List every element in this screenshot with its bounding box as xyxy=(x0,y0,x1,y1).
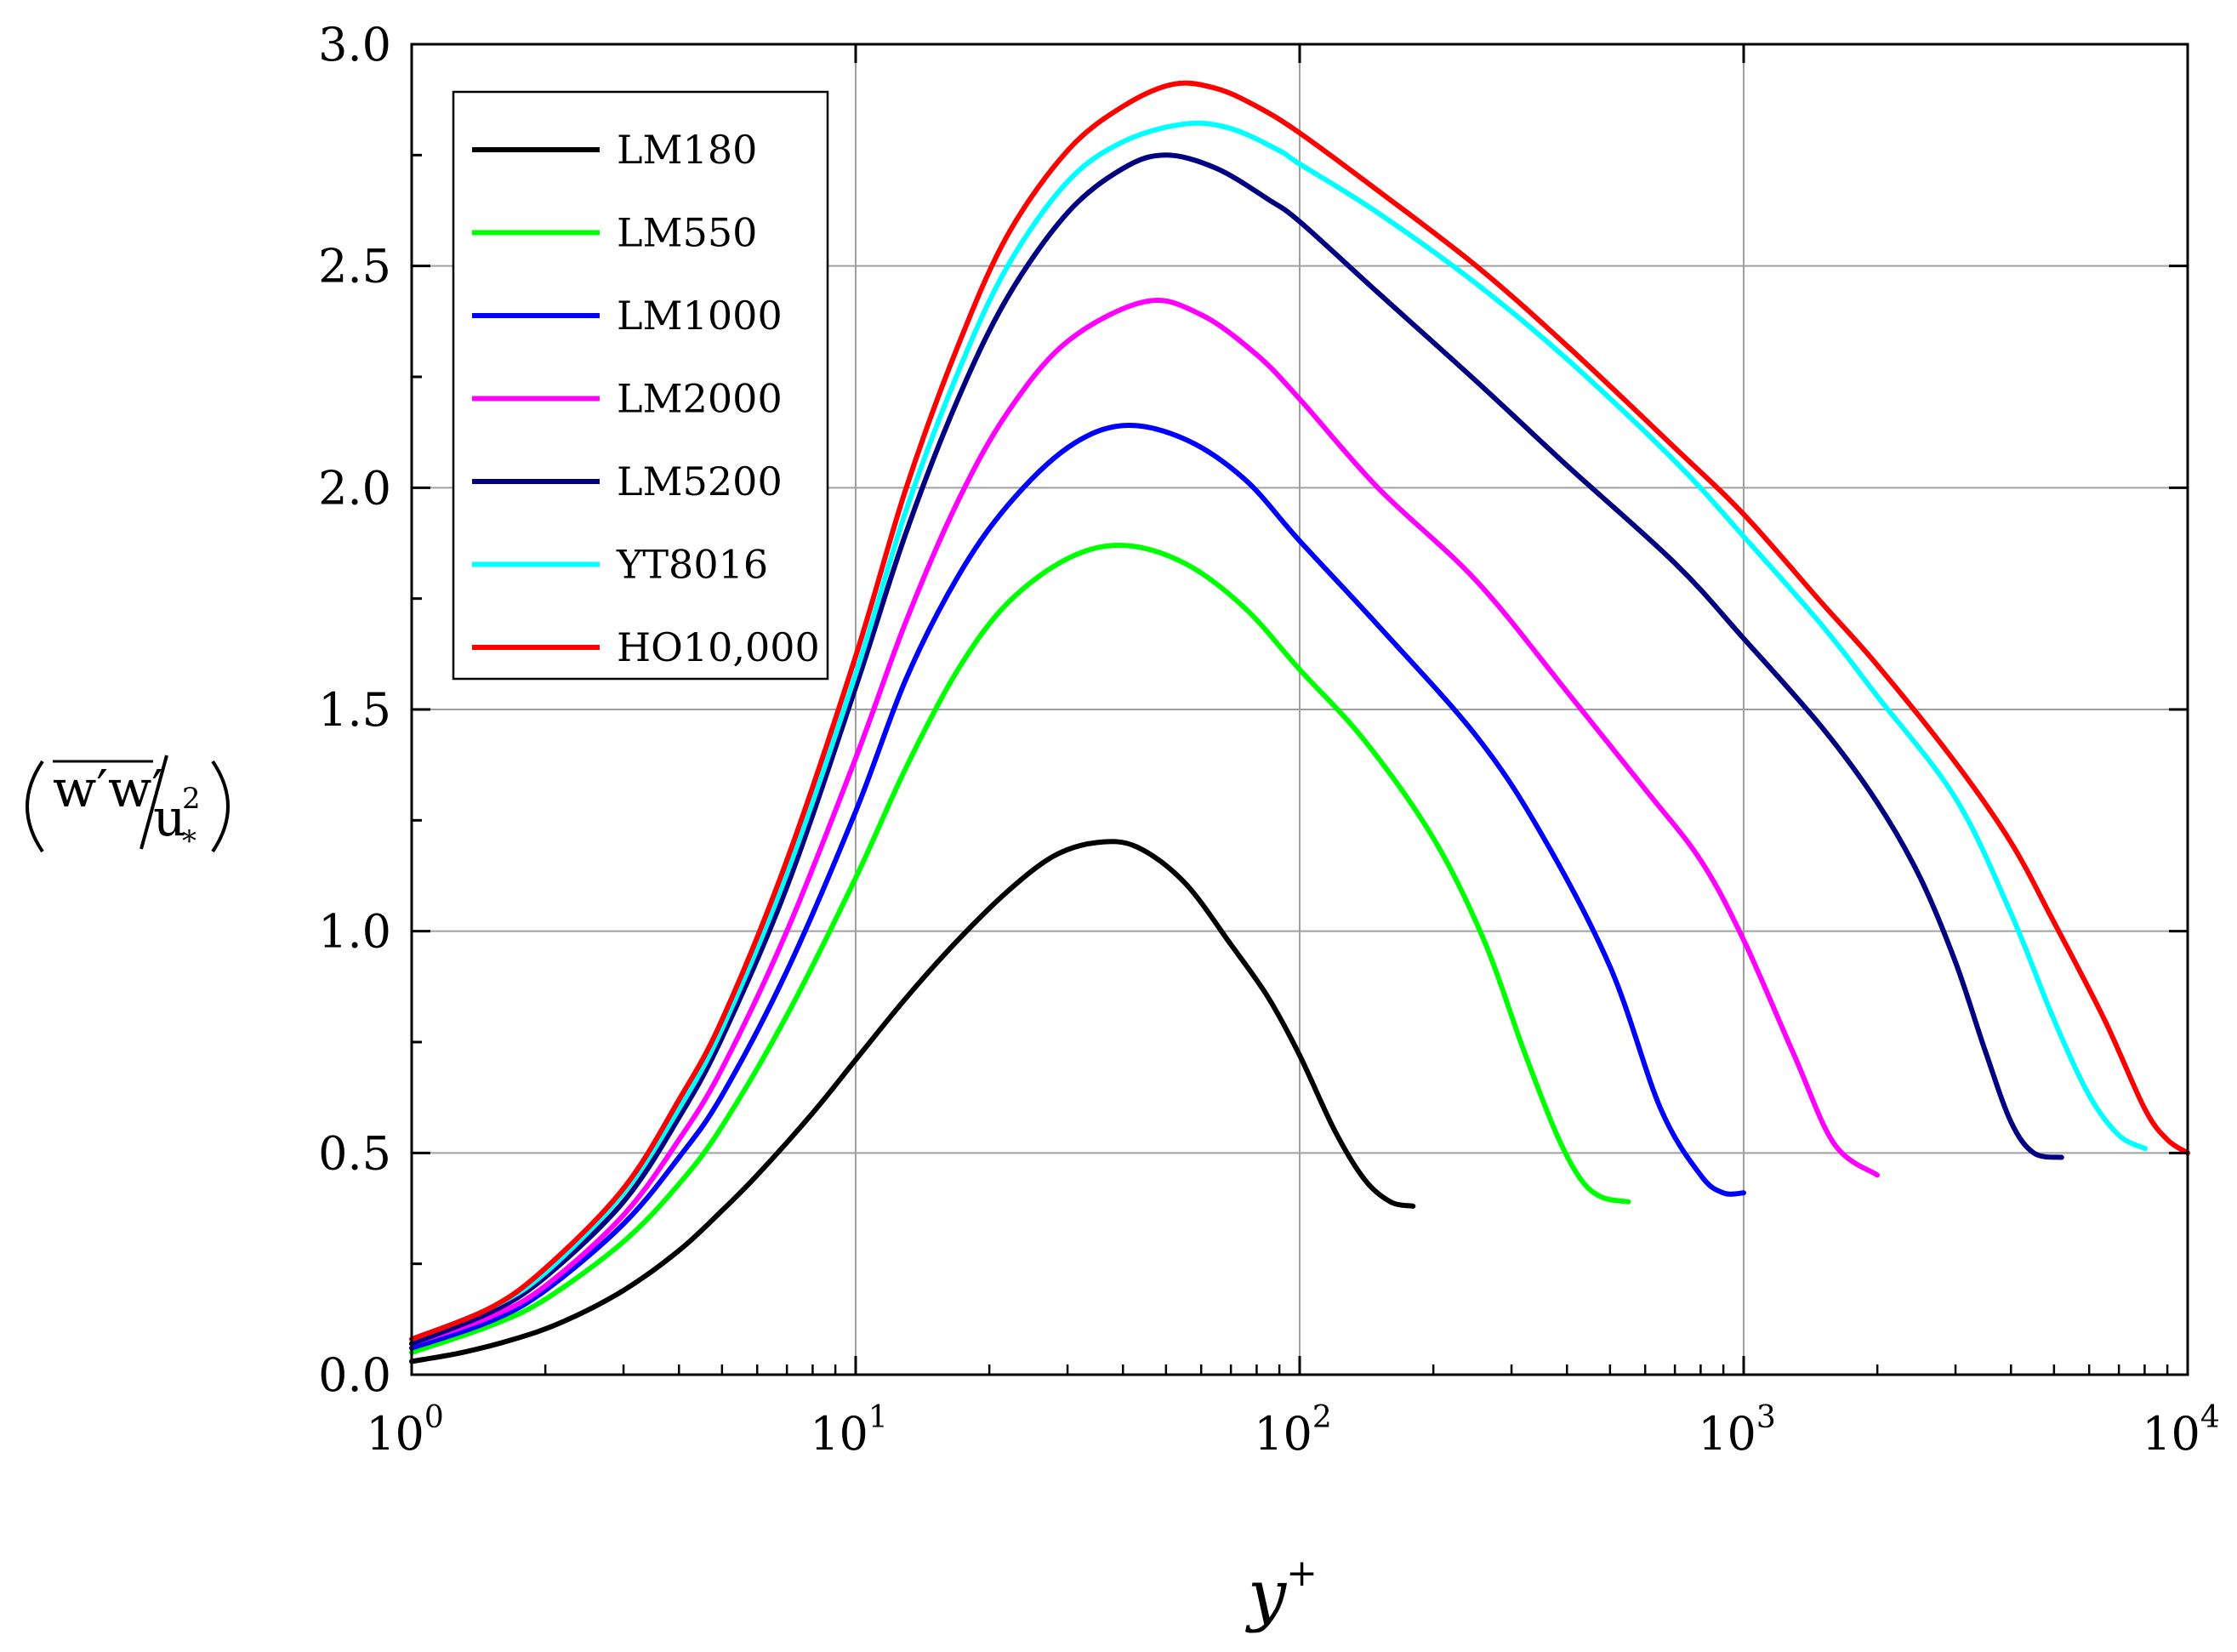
legend-label: HO10,000 xyxy=(617,624,820,670)
series-line-yt8016 xyxy=(409,120,2148,1342)
y-axis-title: w′w′ u 2 * xyxy=(26,755,230,858)
legend-label: LM5200 xyxy=(617,459,783,504)
series-lines xyxy=(409,80,2190,1364)
y-axis-title-den-sub: * xyxy=(182,824,196,858)
y-tick-label: 1.5 xyxy=(318,683,391,737)
minor-ticks xyxy=(412,153,2169,1375)
x-tick-label: 104 xyxy=(2142,1400,2220,1461)
series-line-ho10-000 xyxy=(409,80,2190,1342)
y-axis: 0.0 0.5 1.0 1.5 2.0 2.5 3.0 xyxy=(318,18,2188,1402)
legend-label: YT8016 xyxy=(616,542,768,588)
y-tick-label: 3.0 xyxy=(318,18,391,71)
series-line-lm2000 xyxy=(409,298,1881,1347)
x-tick-label: 103 xyxy=(1698,1400,1776,1461)
y-axis-title-denominator: u xyxy=(153,789,186,848)
y-tick-label: 0.0 xyxy=(318,1348,391,1402)
x-axis-title-base: y xyxy=(1245,1555,1288,1634)
series-line-lm5200 xyxy=(409,152,2064,1347)
x-axis: 100 101 102 103 104 xyxy=(366,44,2220,1461)
y-tick-label: 2.0 xyxy=(318,461,391,515)
legend-label: LM2000 xyxy=(617,376,783,422)
y-tick-label: 1.0 xyxy=(318,905,391,959)
x-tick-label: 100 xyxy=(366,1400,444,1461)
y-tick-label: 2.5 xyxy=(318,240,391,293)
legend: LM180 LM550 LM1000 LM2000 LM5200 YT8016 HO10,0… xyxy=(452,90,829,681)
x-axis-title-sup: + xyxy=(1286,1552,1318,1595)
legend-label: LM180 xyxy=(617,127,757,173)
x-tick-label: 102 xyxy=(1254,1400,1332,1461)
legend-label: LM1000 xyxy=(617,293,783,339)
y-axis-title-den-sup: 2 xyxy=(182,782,201,816)
series-line-lm1000 xyxy=(409,423,1746,1351)
x-tick-label: 101 xyxy=(810,1400,888,1461)
x-axis-title: y+ xyxy=(1245,1552,1318,1634)
series-line-lm180 xyxy=(409,839,1416,1364)
legend-label: LM550 xyxy=(617,210,757,256)
series-line-lm550 xyxy=(409,543,1631,1355)
y-axis-title-numerator: w′w′ xyxy=(53,760,163,819)
y-tick-label: 0.5 xyxy=(318,1126,391,1180)
legend-box xyxy=(452,90,829,681)
